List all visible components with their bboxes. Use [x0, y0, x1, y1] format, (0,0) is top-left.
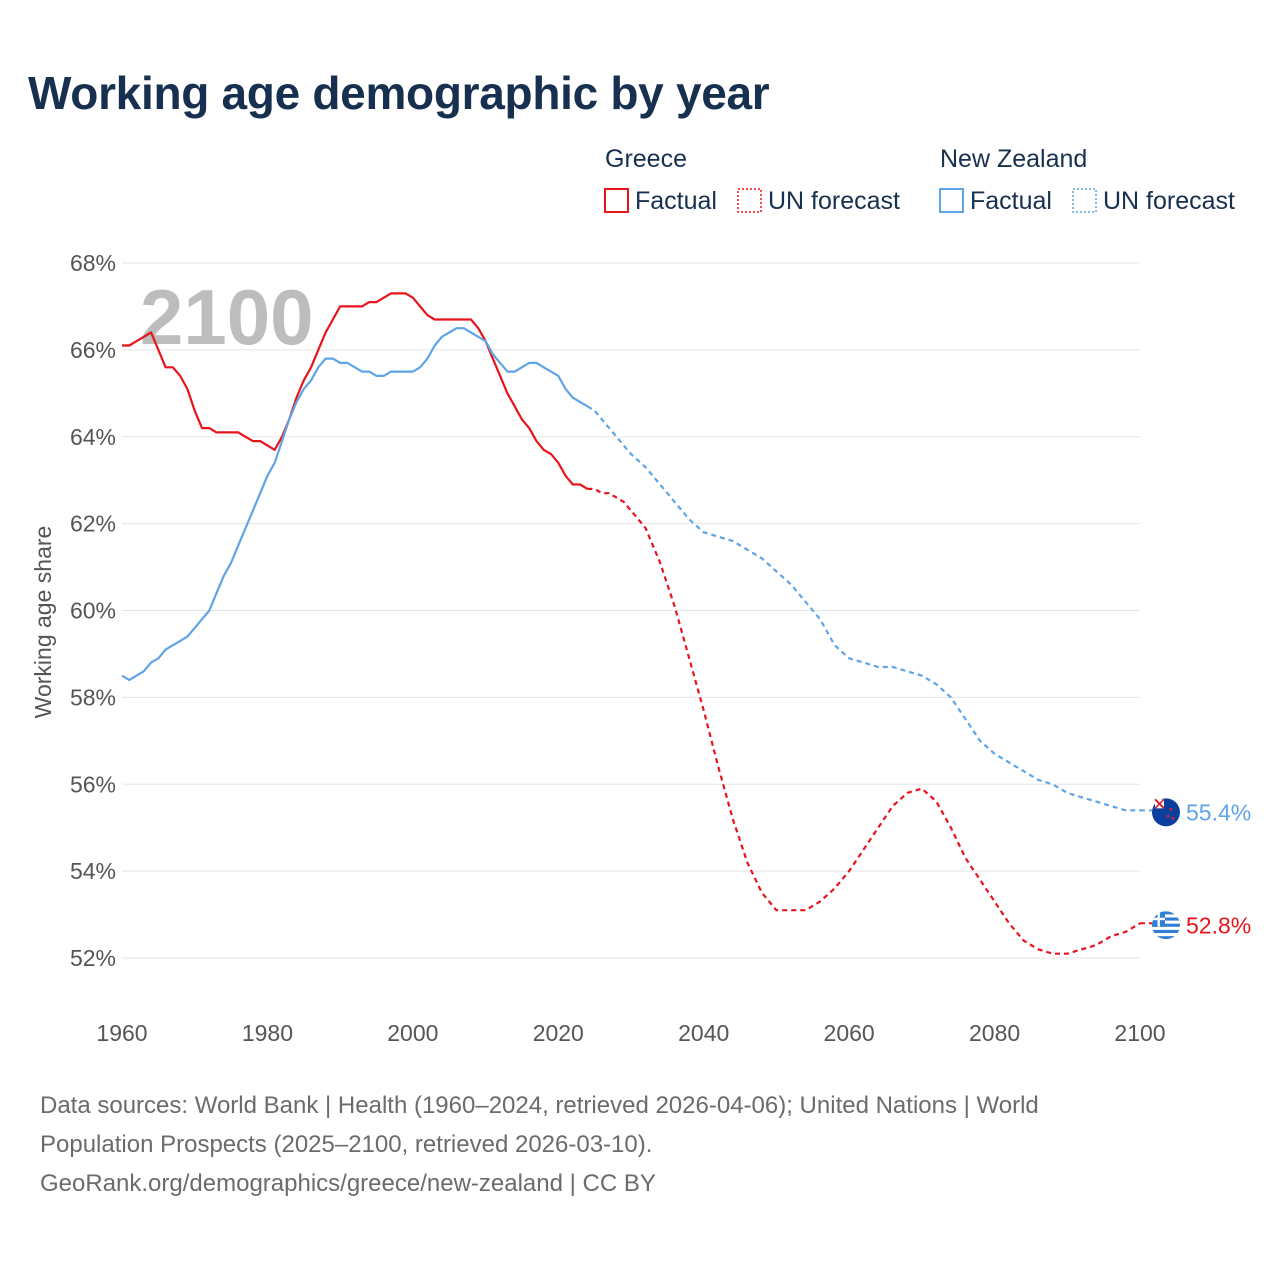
- grid: [122, 262, 1140, 959]
- x-axis-ticks: 1960 1980 2000 2020 2040 2060 2080 2100: [96, 1020, 1165, 1046]
- end-markers: 52.8% 55.4%: [1140, 798, 1251, 940]
- legend-country-new-zealand: New Zealand: [940, 145, 1087, 173]
- y-axis-ticks: 52% 54% 56% 58% 60% 62% 64% 66% 68%: [70, 250, 116, 971]
- y-tick-label-62: 62%: [70, 511, 116, 537]
- y-tick-label-60: 60%: [70, 598, 116, 624]
- x-tick-label-1980: 1980: [242, 1020, 293, 1046]
- y-axis-title: Working age share: [30, 526, 56, 719]
- x-tick-label-2080: 2080: [969, 1020, 1020, 1046]
- x-tick-label-1960: 1960: [96, 1020, 147, 1046]
- x-tick-label-2060: 2060: [824, 1020, 875, 1046]
- legend-country-greece: Greece: [605, 145, 687, 173]
- source-note: Data sources: World Bank | Health (1960–…: [40, 1086, 1220, 1203]
- legend-label-greece-forecast: UN forecast: [768, 187, 900, 215]
- x-tick-label-2020: 2020: [533, 1020, 584, 1046]
- series-greece-forecast: [587, 487, 1141, 955]
- y-tick-label-68: 68%: [70, 250, 116, 276]
- y-tick-label-54: 54%: [70, 858, 116, 884]
- series-new-zealand-forecast: [586, 405, 1140, 812]
- x-tick-label-2040: 2040: [678, 1020, 729, 1046]
- y-tick-label-64: 64%: [70, 424, 116, 450]
- series-greece-factual: [122, 292, 588, 490]
- legend-label-new-zealand-factual: Factual: [970, 187, 1052, 215]
- new-zealand-flag-icon: [1152, 798, 1180, 827]
- greece-flag-icon: [1152, 911, 1180, 940]
- source-line-2: Population Prospects (2025–2100, retriev…: [40, 1131, 653, 1158]
- legend-swatch-greece-forecast: [737, 188, 762, 213]
- source-line-1: Data sources: World Bank | Health (1960–…: [40, 1092, 1039, 1119]
- legend: Greece Factual UN forecast New Zealand F…: [604, 145, 1235, 215]
- chart-title: Working age demographic by year: [28, 67, 770, 119]
- year-watermark: 2100: [140, 273, 314, 361]
- series-lines: [121, 292, 1141, 955]
- legend-swatch-new-zealand-factual: [939, 188, 964, 213]
- y-tick-label-66: 66%: [70, 337, 116, 363]
- y-tick-label-52: 52%: [70, 945, 116, 971]
- y-tick-label-58: 58%: [70, 684, 116, 710]
- source-line-3: GeoRank.org/demographics/greece/new-zeal…: [40, 1170, 656, 1197]
- x-tick-label-2000: 2000: [387, 1020, 438, 1046]
- greece-end-label: 52.8%: [1186, 912, 1251, 938]
- legend-swatch-new-zealand-forecast: [1072, 188, 1097, 213]
- series-new-zealand-factual: [121, 327, 588, 682]
- new-zealand-end-label: 55.4%: [1186, 799, 1251, 825]
- legend-swatch-greece-factual: [604, 188, 629, 213]
- y-tick-label-56: 56%: [70, 771, 116, 797]
- x-tick-label-2100: 2100: [1114, 1020, 1165, 1046]
- legend-label-new-zealand-forecast: UN forecast: [1103, 187, 1235, 215]
- legend-label-greece-factual: Factual: [635, 187, 717, 215]
